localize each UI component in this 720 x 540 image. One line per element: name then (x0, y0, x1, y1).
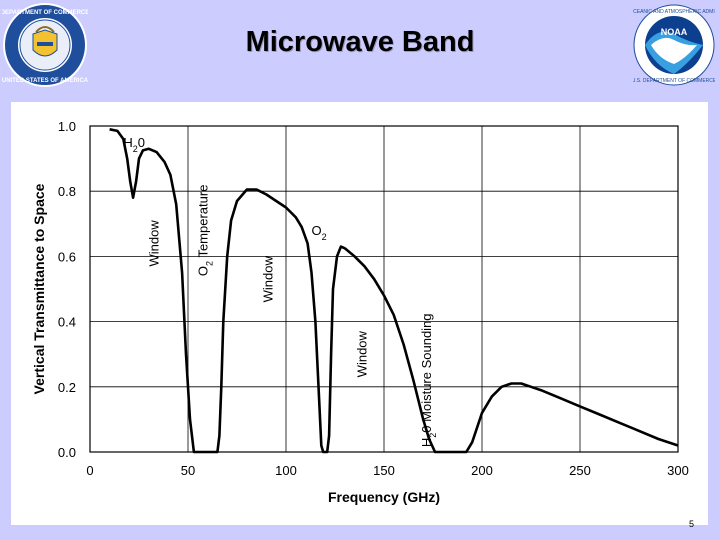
noaa-logo-icon: NOAA NATIONAL OCEANIC AND ATMOSPHERIC AD… (633, 4, 715, 86)
y-tick-label: 0.2 (58, 380, 76, 395)
y-tick-label: 1.0 (58, 119, 76, 134)
y-tick-label: 0.6 (58, 249, 76, 264)
tick-layer: 0 50 100 150 200 250 300 0.0 0.2 0.4 0.6 0.8 1.0 (58, 119, 689, 478)
annotation-o2-temperature: O2 Temperature (196, 185, 215, 277)
transmittance-chart: 0 50 100 150 200 250 300 0.0 0.2 0.4 0.6 0.8 1.0 H20… (31, 119, 689, 505)
x-tick-label: 150 (373, 463, 395, 478)
annotation-o2-line: O2 (311, 223, 326, 242)
x-tick-label: 250 (569, 463, 591, 478)
svg-text:U.S. DEPARTMENT OF COMMERCE: U.S. DEPARTMENT OF COMMERCE (633, 78, 715, 84)
annotation-window-3: Window (354, 330, 369, 377)
x-tick-label: 300 (667, 463, 689, 478)
annotation-layer: H20 Window O2 Temperature Window O2 Window H20… (123, 135, 438, 447)
page-number: 5 (689, 519, 695, 529)
plot-frame (89, 125, 679, 453)
x-tick-label: 50 (181, 463, 195, 478)
grid-layer (89, 125, 679, 453)
chart-panel: 0 50 100 150 200 250 300 0.0 0.2 0.4 0.6 0.8 1.0 H20… (11, 102, 708, 525)
y-tick-label: 0.4 (58, 315, 76, 330)
annotation-h2o-peak: H20 (123, 135, 145, 154)
y-tick-label: 0.8 (58, 184, 76, 199)
y-axis-label: Vertical Transmittance to Space (31, 183, 47, 394)
svg-text:DEPARTMENT OF COMMERCE: DEPARTMENT OF COMMERCE (2, 10, 88, 16)
annotation-h2o-moisture-sounding: H20 Moisture Sounding (419, 313, 438, 447)
department-of-commerce-seal-icon: DEPARTMENT OF COMMERCE UNITED STATES OF … (2, 3, 88, 87)
annotation-window-2: Window (260, 255, 275, 302)
noaa-logo-text: NOAA (661, 27, 688, 37)
annotation-window-1: Window (147, 220, 162, 267)
svg-text:UNITED STATES OF AMERICA: UNITED STATES OF AMERICA (2, 78, 88, 84)
svg-text:NATIONAL OCEANIC AND ATMOSPHER: NATIONAL OCEANIC AND ATMOSPHERIC ADMINIS… (633, 9, 715, 15)
transmittance-curve (109, 128, 679, 454)
slide-title: Microwave Band (245, 26, 475, 58)
x-axis-label: Frequency (GHz) (328, 489, 440, 505)
y-tick-label: 0.0 (58, 445, 76, 460)
x-tick-label: 200 (471, 463, 493, 478)
x-tick-label: 0 (86, 463, 93, 478)
x-tick-label: 100 (275, 463, 297, 478)
